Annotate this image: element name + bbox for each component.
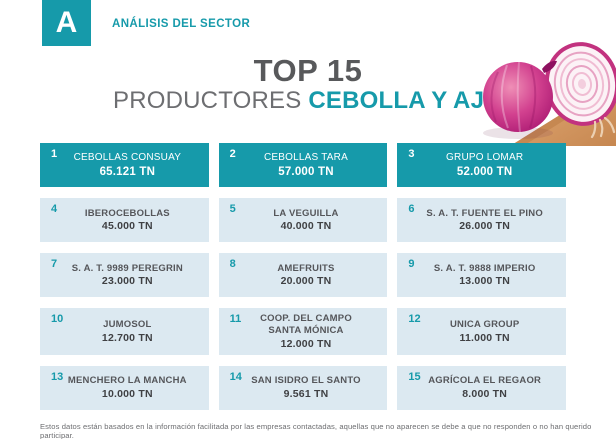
footer-disclaimer: Estos datos están basados en la informac…	[40, 422, 592, 439]
ranking-card-3: 3 GRUPO LOMAR 52.000 TN	[397, 143, 566, 187]
ranking-card-7: 7 S. A. T. 9989 PEREGRIN 23.000 TN	[40, 253, 209, 297]
producer-name: CEBOLLAS CONSUAY	[73, 152, 182, 164]
ranking-card-14: 14 SAN ISIDRO EL SANTO 9.561 TN	[218, 365, 388, 410]
title-top15: TOP 15	[253, 53, 363, 88]
producer-name: IBEROCEBOLLAS	[84, 207, 170, 219]
tonnage-value: 12.700 TN	[101, 331, 153, 344]
rank-number: 15	[408, 370, 421, 383]
rank-number: 5	[229, 203, 236, 215]
ranking-card-5: 5 LA VEGUILLA 40.000 TN	[218, 198, 388, 242]
section-label: ANÁLISIS DEL SECTOR	[112, 18, 251, 30]
producer-name: MENCHERO LA MANCHA	[67, 375, 187, 387]
tonnage-value: 8.000 TN	[462, 388, 508, 401]
producer-name: SAN ISIDRO EL SANTO	[251, 375, 361, 387]
tonnage-value: 65.121 TN	[99, 165, 156, 178]
tonnage-value: 20.000 TN	[280, 275, 332, 288]
ranking-card-2: 2 CEBOLLAS TARA 57.000 TN	[218, 143, 388, 187]
rank-number: 3	[408, 148, 415, 160]
producer-name: GRUPO LOMAR	[446, 152, 524, 164]
title-subtitle: PRODUCTORES CEBOLLA Y AJO	[0, 86, 616, 114]
ranking-card-4: 4 IBEROCEBOLLAS 45.000 TN	[40, 198, 209, 242]
ranking-card-8: 8 AMEFRUITS 20.000 TN	[218, 253, 388, 297]
rank-number: 14	[229, 370, 242, 383]
tonnage-value: 26.000 TN	[459, 220, 511, 233]
ranking-card-11: 11 COOP. DEL CAMPO SANTA MÓNICA 12.000 T…	[218, 308, 388, 355]
tonnage-value: 23.000 TN	[101, 275, 153, 288]
rank-number: 7	[51, 258, 58, 270]
ranking-card-12: 12 UNICA GROUP 11.000 TN	[397, 308, 566, 355]
rank-number: 10	[51, 313, 64, 325]
rank-number: 13	[51, 370, 64, 383]
producer-name: CEBOLLAS TARA	[264, 152, 348, 164]
ranking-card-13: 13 MENCHERO LA MANCHA 10.000 TN	[40, 365, 209, 410]
ranking-card-15: 15 AGRÍCOLA EL REGAOR 8.000 TN	[397, 365, 566, 410]
producer-name: AMEFRUITS	[277, 262, 335, 274]
producer-name: AGRÍCOLA EL REGAOR	[428, 375, 542, 387]
title-productores: PRODUCTORES	[113, 86, 309, 114]
tonnage-value: 45.000 TN	[101, 220, 153, 233]
section-logo: A	[42, 0, 91, 46]
ranking-card-10: 10 JUMOSOL 12.700 TN	[40, 308, 209, 355]
rank-number: 1	[51, 148, 58, 160]
tonnage-value: 57.000 TN	[278, 165, 334, 178]
tonnage-value: 13.000 TN	[459, 275, 511, 288]
tonnage-value: 9.561 TN	[283, 388, 329, 401]
producer-name: S. A. T. 9888 IMPERIO	[433, 262, 536, 274]
rank-number: 6	[408, 203, 415, 215]
ranking-grid: 1 CEBOLLAS CONSUAY 65.121 TN 2 CEBOLLAS …	[40, 143, 566, 410]
red-onions-photo	[474, 36, 616, 146]
rank-number: 2	[229, 148, 236, 160]
onion-illustration	[483, 42, 616, 146]
rank-number: 9	[408, 258, 415, 270]
ranking-card-1: 1 CEBOLLAS CONSUAY 65.121 TN	[40, 143, 209, 187]
tonnage-value: 40.000 TN	[280, 220, 332, 233]
tonnage-value: 10.000 TN	[101, 388, 153, 401]
tonnage-value: 12.000 TN	[280, 337, 332, 350]
rank-number: 12	[408, 313, 421, 325]
producer-name: S. A. T. FUENTE EL PINO	[426, 207, 543, 219]
logo-letter: A	[55, 6, 78, 39]
ranking-card-9: 9 S. A. T. 9888 IMPERIO 13.000 TN	[397, 253, 566, 297]
rank-number: 4	[51, 203, 58, 215]
rank-number: 11	[229, 313, 242, 325]
title-cebolla-ajo: CEBOLLA Y AJO	[308, 86, 503, 114]
producer-name: LA VEGUILLA	[273, 207, 339, 219]
producer-name: S. A. T. 9989 PEREGRIN	[71, 262, 183, 274]
ranking-card-6: 6 S. A. T. FUENTE EL PINO 26.000 TN	[397, 198, 566, 242]
producer-name: UNICA GROUP	[449, 318, 520, 330]
producer-name: COOP. DEL CAMPO SANTA MÓNICA	[260, 313, 352, 336]
page-title: TOP 15 PRODUCTORES CEBOLLA Y AJO	[0, 53, 616, 114]
tonnage-value: 11.000 TN	[459, 331, 510, 344]
producer-name: JUMOSOL	[103, 318, 152, 330]
rank-number: 8	[229, 258, 236, 270]
tonnage-value: 52.000 TN	[456, 165, 513, 178]
